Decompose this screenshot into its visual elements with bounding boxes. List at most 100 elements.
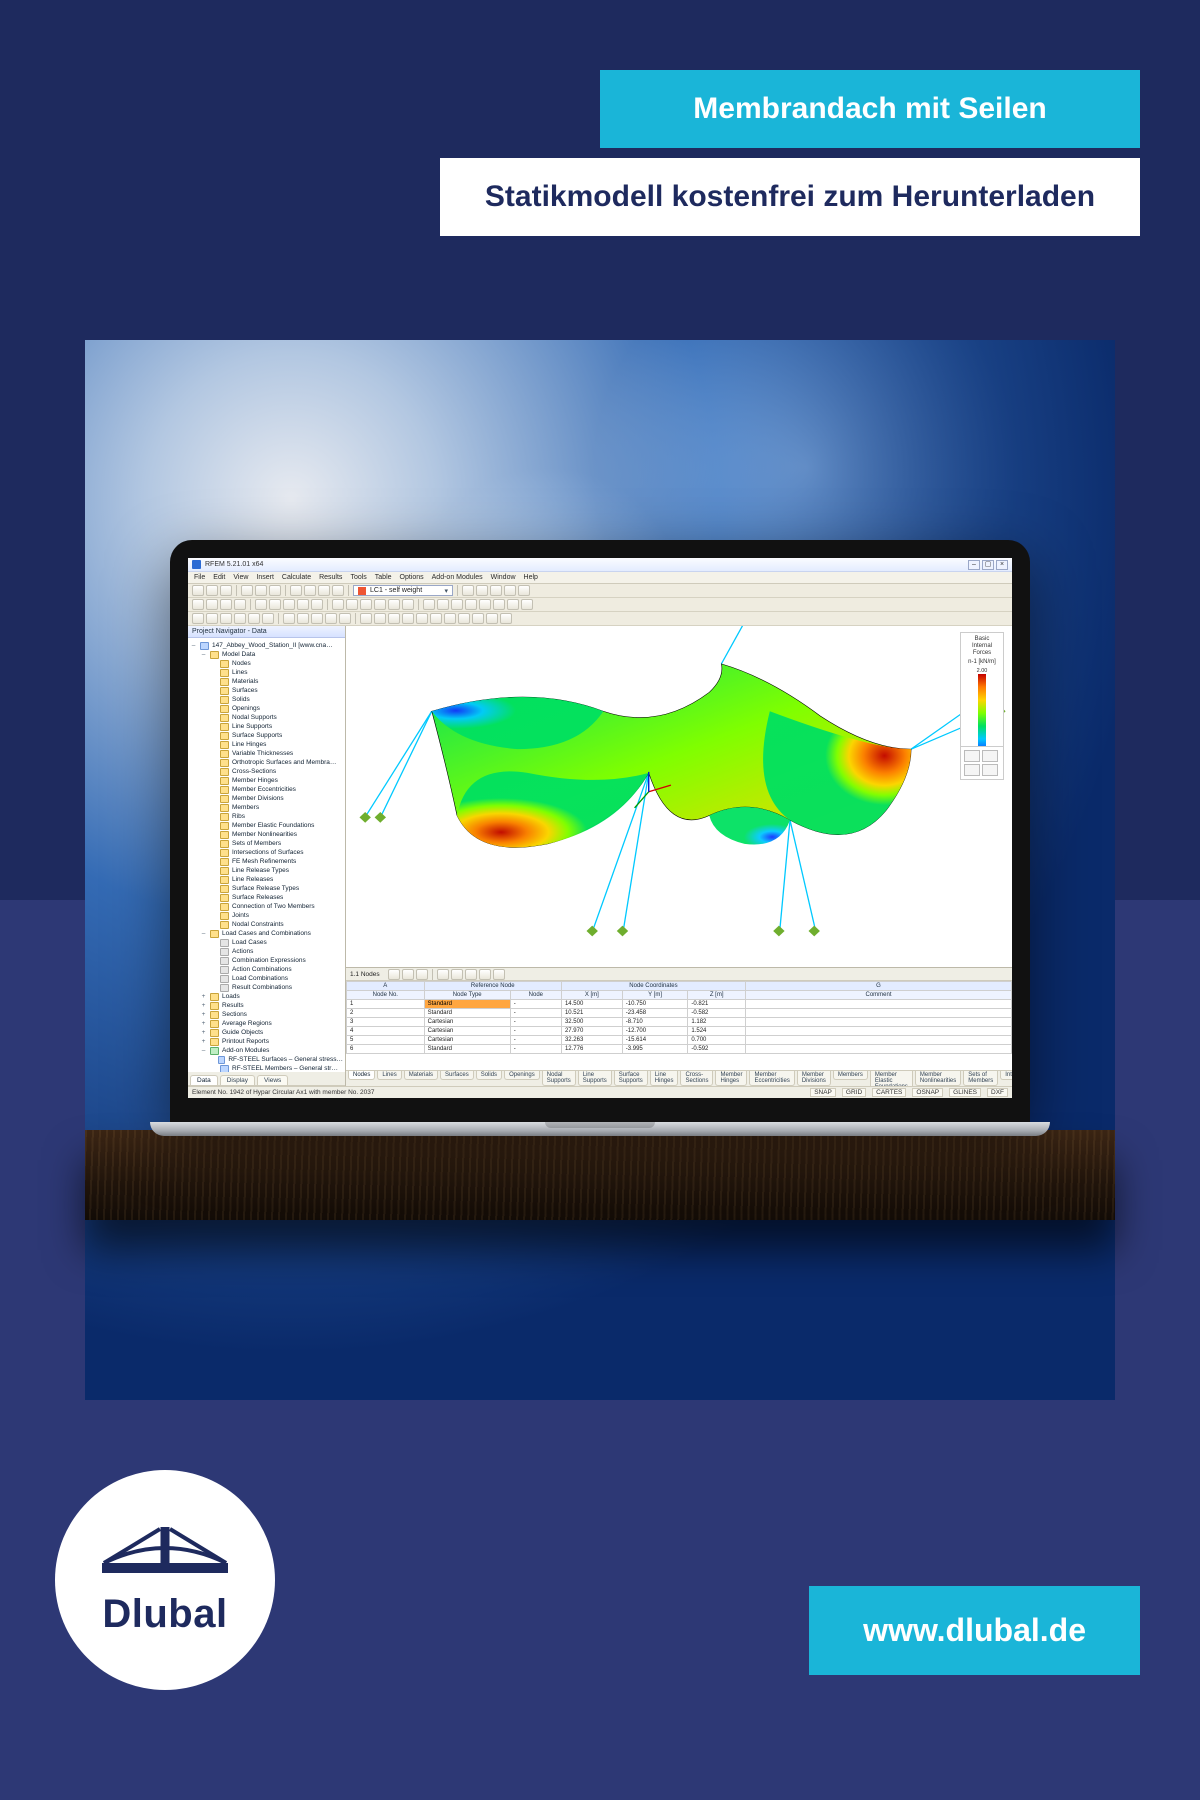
table-cell[interactable]: Cartesian <box>424 1018 510 1027</box>
tree-node[interactable]: Nodal Supports <box>190 713 343 722</box>
expand-icon[interactable]: + <box>200 1019 207 1028</box>
expand-icon[interactable]: – <box>200 650 207 659</box>
tb-generic-icon[interactable] <box>206 613 218 624</box>
table-tb-icon[interactable] <box>388 969 400 980</box>
window-minimize-button[interactable]: – <box>968 560 980 570</box>
table-tab[interactable]: Materials <box>404 1071 438 1080</box>
table-tab[interactable]: Line Supports <box>578 1071 612 1086</box>
table-cell[interactable]: -12.700 <box>622 1027 688 1036</box>
app-menubar[interactable]: File Edit View Insert Calculate Results … <box>188 572 1012 584</box>
statusbar-snap[interactable]: SNAP <box>810 1088 836 1097</box>
tree-node[interactable]: Connection of Two Members <box>190 902 343 911</box>
table-tb-icon[interactable] <box>402 969 414 980</box>
menu-insert[interactable]: Insert <box>256 574 274 581</box>
table-cell[interactable] <box>746 1036 1012 1045</box>
tb-generic-icon[interactable] <box>332 599 344 610</box>
table-cell[interactable]: Standard <box>424 1009 510 1018</box>
expand-icon[interactable]: + <box>200 1010 207 1019</box>
tree-node[interactable]: Surface Releases <box>190 893 343 902</box>
tb-generic-icon[interactable] <box>521 599 533 610</box>
table-cell[interactable]: -0.592 <box>688 1045 746 1054</box>
menu-tools[interactable]: Tools <box>350 574 366 581</box>
tb-generic-icon[interactable] <box>332 585 344 596</box>
tb-generic-icon[interactable] <box>220 613 232 624</box>
col-header[interactable]: Y [m] <box>622 991 688 1000</box>
table-cell[interactable]: - <box>510 1036 561 1045</box>
tb-generic-icon[interactable] <box>472 613 484 624</box>
tree-node[interactable]: FE Mesh Refinements <box>190 857 343 866</box>
table-cell[interactable]: - <box>510 1000 561 1009</box>
table-cell[interactable]: 32.500 <box>561 1018 622 1027</box>
tree-node[interactable]: +Sections <box>190 1010 343 1019</box>
tb-generic-icon[interactable] <box>339 613 351 624</box>
table-tab[interactable]: Surfaces <box>440 1071 474 1080</box>
tb-generic-icon[interactable] <box>486 613 498 624</box>
table-tab[interactable]: Line Hinges <box>650 1071 679 1086</box>
table-row[interactable]: 1Standard-14.500-10.750-0.821 <box>347 1000 1012 1009</box>
navigator-tab-data[interactable]: Data <box>190 1075 218 1085</box>
tree-node[interactable]: Line Release Types <box>190 866 343 875</box>
tb-generic-icon[interactable] <box>220 599 232 610</box>
tb-generic-icon[interactable] <box>311 613 323 624</box>
statusbar-grid[interactable]: GRID <box>842 1088 866 1097</box>
tb-generic-icon[interactable] <box>507 599 519 610</box>
app-titlebar[interactable]: RFEM 5.21.01 x64 – ▢ × <box>188 558 1012 572</box>
table-cell[interactable]: 1.182 <box>688 1018 746 1027</box>
tb-generic-icon[interactable] <box>451 599 463 610</box>
tree-node[interactable]: Surface Supports <box>190 731 343 740</box>
tree-node[interactable]: Nodes <box>190 659 343 668</box>
tree-node[interactable]: Surfaces <box>190 686 343 695</box>
menu-window[interactable]: Window <box>491 574 516 581</box>
expand-icon[interactable]: + <box>200 1037 207 1046</box>
menu-calculate[interactable]: Calculate <box>282 574 311 581</box>
table-tb-icon[interactable] <box>465 969 477 980</box>
tree-node[interactable]: Load Cases <box>190 938 343 947</box>
tree-node[interactable]: Load Combinations <box>190 974 343 983</box>
expand-icon[interactable]: – <box>200 929 207 938</box>
tree-node[interactable]: –Add-on Modules <box>190 1046 343 1055</box>
table-tab[interactable]: Openings <box>504 1071 540 1080</box>
tb-generic-icon[interactable] <box>283 599 295 610</box>
table-cell[interactable] <box>746 1018 1012 1027</box>
table-cell[interactable] <box>746 1009 1012 1018</box>
navigator-tab-views[interactable]: Views <box>257 1075 288 1085</box>
table-cell[interactable]: 0.700 <box>688 1036 746 1045</box>
tree-node[interactable]: RF-STEEL Surfaces – General stress… <box>190 1055 343 1064</box>
tree-node[interactable]: –147_Abbey_Wood_Station_II [www.cna… <box>190 641 343 650</box>
tb-generic-icon[interactable] <box>304 585 316 596</box>
table-cell[interactable]: 5 <box>347 1036 425 1045</box>
tree-node[interactable]: Combination Expressions <box>190 956 343 965</box>
tree-node[interactable]: +Loads <box>190 992 343 1001</box>
toolbar-row-1[interactable]: LC1 - self weight ▾ <box>188 584 1012 598</box>
tree-node[interactable]: Surface Release Types <box>190 884 343 893</box>
tb-generic-icon[interactable] <box>430 613 442 624</box>
table-tab[interactable]: Member Eccentricities <box>749 1071 794 1086</box>
tree-node[interactable]: +Printout Reports <box>190 1037 343 1046</box>
menu-options[interactable]: Options <box>400 574 424 581</box>
tb-generic-icon[interactable] <box>458 613 470 624</box>
ctrl-btn[interactable] <box>982 764 998 776</box>
tb-generic-icon[interactable] <box>490 585 502 596</box>
table-tab[interactable]: Member Nonlinearities <box>915 1071 961 1086</box>
tb-generic-icon[interactable] <box>388 599 400 610</box>
tb-generic-icon[interactable] <box>297 599 309 610</box>
expand-icon[interactable]: + <box>200 1028 207 1037</box>
tree-node[interactable]: Materials <box>190 677 343 686</box>
table-tb-icon[interactable] <box>479 969 491 980</box>
window-close-button[interactable]: × <box>996 560 1008 570</box>
tree-node[interactable]: Result Combinations <box>190 983 343 992</box>
tb-generic-icon[interactable] <box>192 599 204 610</box>
statusbar-osnap[interactable]: OSNAP <box>912 1088 943 1097</box>
tree-node[interactable]: Intersections of Surfaces <box>190 848 343 857</box>
col-header[interactable]: Comment <box>746 991 1012 1000</box>
table-tab[interactable]: Cross-Sections <box>680 1071 713 1086</box>
tb-redo-icon[interactable] <box>269 585 281 596</box>
table-cell[interactable]: -15.614 <box>622 1036 688 1045</box>
tree-node[interactable]: +Average Regions <box>190 1019 343 1028</box>
tree-node[interactable]: Line Supports <box>190 722 343 731</box>
tree-node[interactable]: Member Eccentricities <box>190 785 343 794</box>
tb-generic-icon[interactable] <box>416 613 428 624</box>
tree-node[interactable]: Member Nonlinearities <box>190 830 343 839</box>
table-tab[interactable]: Members <box>833 1071 868 1080</box>
menu-help[interactable]: Help <box>524 574 538 581</box>
